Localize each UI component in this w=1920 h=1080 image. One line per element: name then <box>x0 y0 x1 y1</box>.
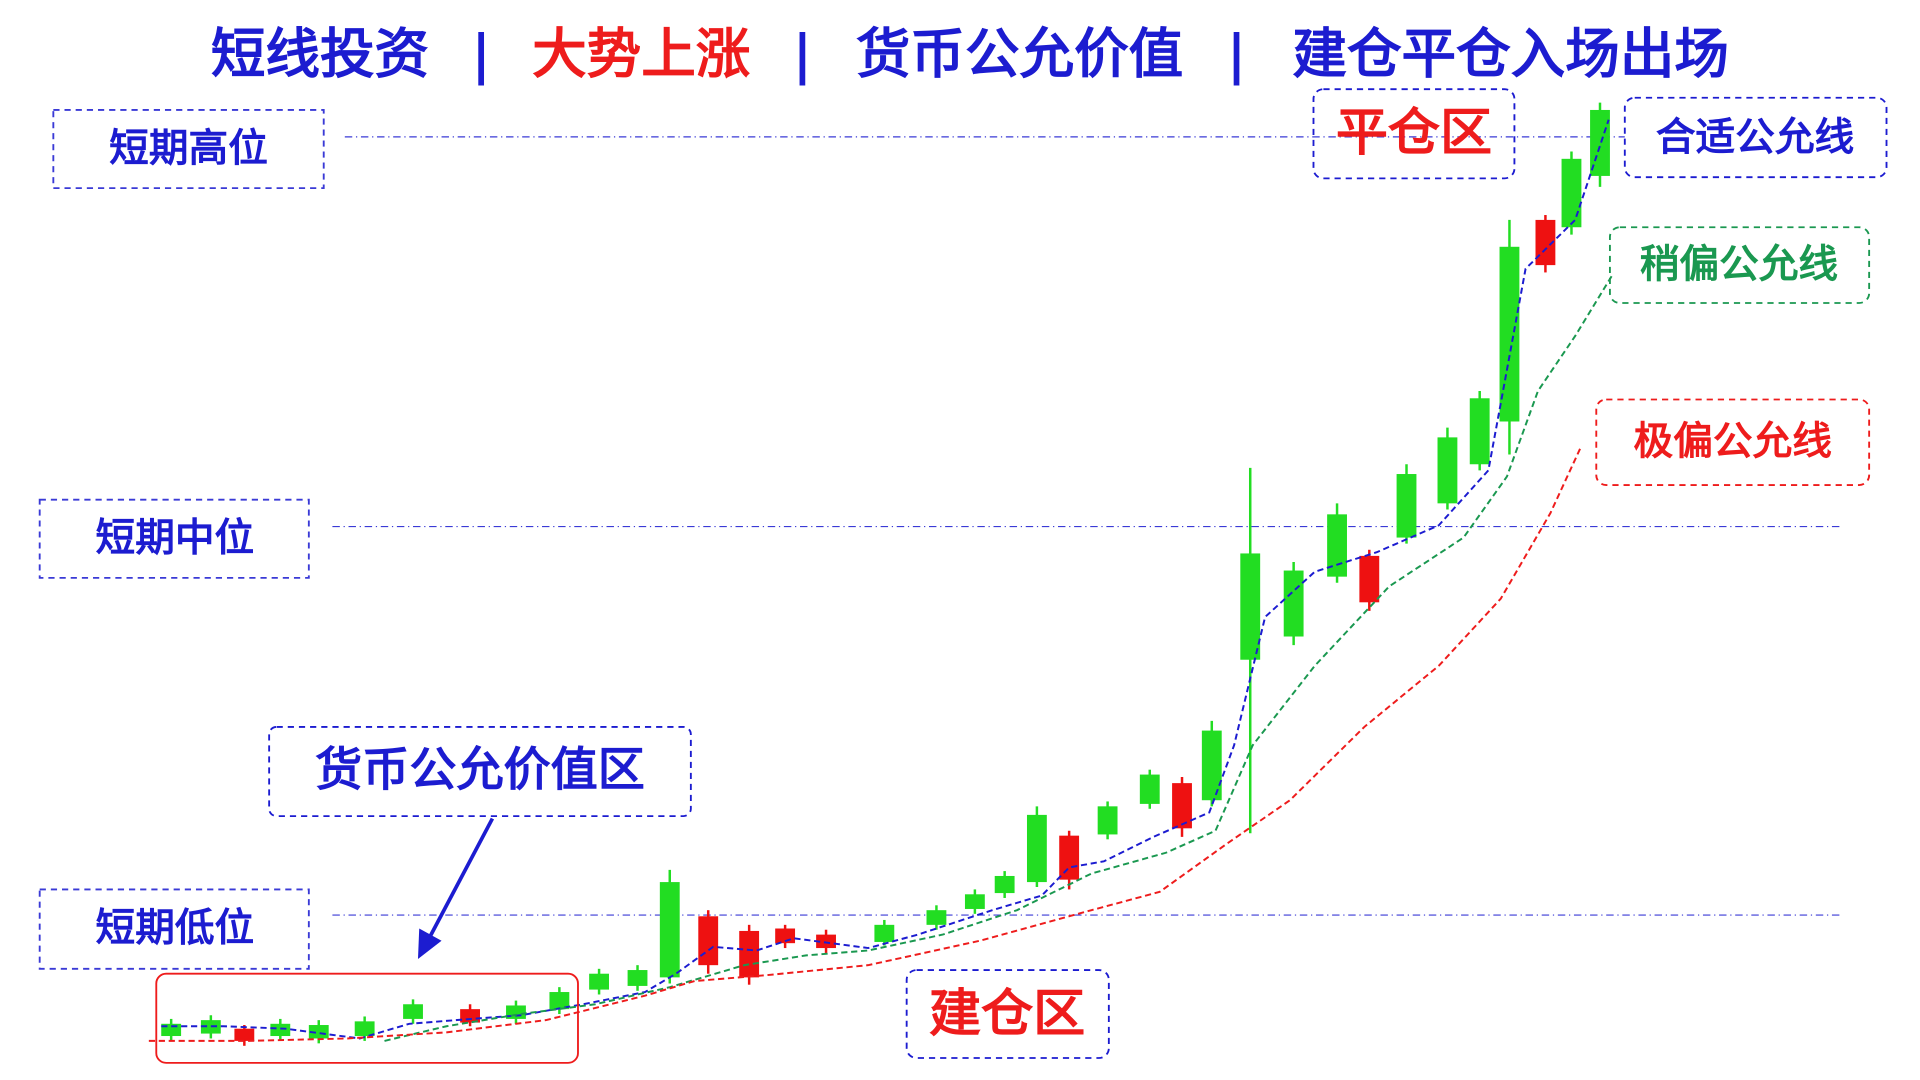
candle-body <box>549 992 570 1010</box>
curves <box>148 119 1614 1042</box>
candle-body <box>1201 730 1222 801</box>
candle-body <box>308 1025 329 1039</box>
level-box <box>38 498 310 579</box>
candle-body <box>926 910 947 925</box>
title-separator: | <box>793 22 813 87</box>
title-separator: | <box>471 22 491 87</box>
level-box <box>38 888 310 970</box>
candle-body <box>460 1009 480 1023</box>
arrow <box>427 817 495 940</box>
candle-body <box>1283 570 1304 637</box>
line-label: 极偏公允线 <box>1634 419 1832 465</box>
zone-label: 货币公允价值区 <box>315 743 645 798</box>
candle-body <box>994 875 1015 894</box>
candle-body <box>659 882 680 978</box>
candle-body <box>816 934 836 949</box>
level-label: 短期中位 <box>96 515 255 561</box>
title-part: 货币公允价值 <box>856 22 1183 86</box>
line-box <box>1608 226 1871 304</box>
candle-body <box>964 894 985 909</box>
candle-body <box>1535 219 1556 266</box>
candle-body <box>1327 514 1347 577</box>
candle-body <box>1026 814 1047 883</box>
candle-body <box>1437 437 1458 504</box>
candle-body <box>270 1023 291 1037</box>
zone-box <box>905 969 1110 1059</box>
candle-body <box>874 924 895 942</box>
candle-body <box>739 930 760 978</box>
fair-value-curve <box>161 119 1610 1040</box>
candle-body <box>1359 555 1380 603</box>
level-label: 短期高位 <box>109 126 268 172</box>
zone-label: 建仓区 <box>929 983 1085 1044</box>
zone-frame <box>155 972 579 1064</box>
candle-body <box>1469 398 1490 465</box>
line-label: 稍偏公允线 <box>1640 242 1838 288</box>
line-label: 合适公允线 <box>1656 115 1854 161</box>
level-label: 短期低位 <box>96 905 255 951</box>
candle-body <box>403 1004 423 1019</box>
title-separator: | <box>1227 22 1247 87</box>
candle-body <box>1097 806 1118 835</box>
fair-value-curve <box>148 445 1583 1042</box>
level-box <box>52 109 325 190</box>
title-part: 短线投资 <box>211 22 429 86</box>
candle-body <box>234 1028 255 1041</box>
candle-body <box>1240 553 1261 660</box>
candle-body <box>354 1021 375 1037</box>
candle-body <box>1059 835 1080 880</box>
zone-label: 平仓区 <box>1336 103 1492 164</box>
title-part: 建仓平仓入场出场 <box>1292 22 1729 86</box>
candle-body <box>1561 158 1582 228</box>
candle-body <box>698 916 719 966</box>
line-box <box>1595 398 1871 486</box>
candles <box>161 102 1610 1046</box>
title-part: 大势上涨 <box>532 22 750 86</box>
zone-box <box>268 726 692 818</box>
candle-body <box>627 970 648 986</box>
candle-body <box>589 973 609 990</box>
candle-body <box>1396 474 1417 538</box>
fair-value-curve <box>384 274 1614 1042</box>
candle-body <box>1172 783 1192 829</box>
candle-body <box>1139 774 1160 804</box>
arrow-head <box>417 928 442 960</box>
title: 短线投资 | 大势上涨 | 货币公允价值 | 建仓平仓入场出场 <box>211 22 1729 87</box>
zone-box <box>1312 88 1516 180</box>
